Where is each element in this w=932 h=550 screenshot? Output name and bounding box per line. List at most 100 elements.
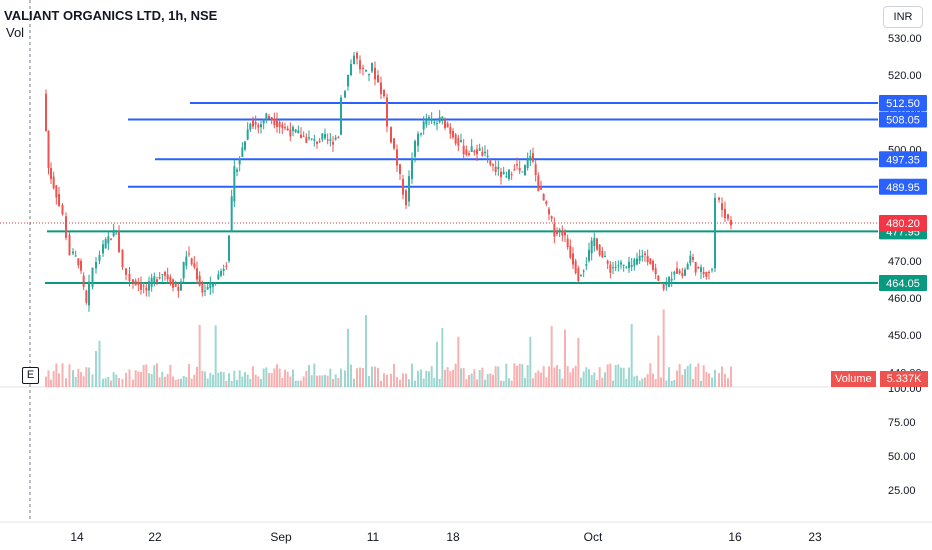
volume-bar: [132, 379, 134, 387]
currency-button[interactable]: INR: [883, 6, 923, 28]
volume-bar: [185, 376, 188, 387]
volume-bar: [692, 378, 694, 387]
candle-body: [399, 164, 401, 174]
volume-bar: [252, 366, 254, 387]
candle-body: [118, 231, 120, 252]
candle-body: [484, 151, 486, 154]
candle-body: [377, 75, 379, 83]
volume-bar: [236, 379, 238, 387]
level-price-tag-label: 489.95: [886, 182, 920, 194]
candle-body: [65, 216, 67, 238]
volume-bar: [609, 363, 612, 387]
candle-body: [332, 142, 334, 145]
volume-bar: [110, 380, 112, 387]
candle-body: [209, 282, 212, 289]
candle-body: [449, 127, 452, 134]
candle-body: [692, 257, 694, 260]
volume-bar: [257, 376, 260, 387]
volume-bar: [102, 378, 104, 387]
volume-bar: [708, 373, 710, 387]
volume-bar: [473, 369, 476, 387]
candle-body: [102, 244, 104, 254]
candle-body: [668, 277, 670, 287]
candle-body: [313, 139, 316, 141]
volume-bar: [438, 378, 441, 387]
candle-body: [115, 233, 118, 235]
volume-bar: [718, 373, 720, 387]
volume-bar: [50, 379, 52, 387]
volume-bar: [281, 377, 284, 387]
candle-body: [606, 260, 609, 264]
candle-body: [50, 168, 52, 180]
volume-bar: [150, 373, 153, 387]
time-axis-label: 22: [148, 530, 162, 544]
exchange-badge[interactable]: E: [22, 367, 39, 384]
candle-body: [371, 63, 373, 72]
time-axis-label: 11: [367, 530, 380, 544]
volume-bar: [628, 367, 630, 387]
volume-bar: [714, 369, 716, 387]
volume-bar: [457, 336, 460, 387]
candle-body: [473, 150, 476, 153]
candle-body: [374, 67, 376, 80]
volume-bar: [454, 363, 457, 387]
candle-body: [532, 153, 534, 162]
volume-bar: [371, 366, 373, 387]
candle-body: [196, 268, 198, 280]
candle-body: [390, 127, 392, 143]
volume-bar: [727, 378, 729, 387]
volume-bar: [588, 369, 590, 387]
volume-bar: [273, 368, 276, 387]
candle-body: [365, 69, 367, 72]
volume-bar: [604, 372, 606, 387]
volume-bar: [112, 372, 115, 387]
volume-bar: [644, 377, 646, 387]
volume-bar: [334, 374, 337, 387]
volume-bar: [204, 371, 206, 387]
volume-bar: [636, 375, 638, 387]
volume-bar: [494, 366, 497, 387]
candle-body: [52, 176, 55, 189]
volume-bar: [55, 363, 58, 387]
volume-bar: [193, 374, 196, 387]
candle-body: [107, 236, 110, 244]
candle-body: [145, 288, 148, 291]
candle-body: [513, 169, 516, 171]
volume-bar: [174, 379, 177, 387]
volume-bar: [556, 365, 558, 387]
candle-body: [569, 246, 572, 258]
level-price-tag: [879, 151, 927, 168]
volume-bar: [548, 366, 550, 387]
candle-body: [494, 166, 497, 172]
candle-body: [681, 273, 684, 277]
volume-bar: [518, 363, 521, 387]
candle-body: [204, 290, 206, 292]
volume-bar: [80, 372, 82, 387]
level-price-tag-label: 497.35: [886, 154, 920, 166]
volume-bar: [497, 366, 500, 387]
candle-body: [585, 264, 588, 266]
candle-body: [88, 281, 90, 306]
volume-bar: [420, 369, 422, 387]
candle-body: [340, 97, 342, 135]
volume-bar: [246, 374, 249, 387]
volume-bar: [532, 378, 534, 387]
candle-body: [526, 157, 529, 168]
volume-bar: [278, 368, 281, 387]
candle-body: [337, 137, 340, 139]
candle-body: [58, 194, 60, 206]
volume-bar: [393, 363, 395, 387]
volume-bar: [724, 374, 726, 387]
volume-bar: [550, 326, 553, 387]
candle-body: [286, 128, 289, 131]
level-price-tag-label: 508.05: [886, 115, 920, 127]
candle-body: [444, 119, 446, 128]
volume-bar: [486, 374, 489, 387]
volume-bar: [526, 365, 529, 387]
candle-body: [724, 208, 726, 219]
volume-bar: [705, 371, 708, 387]
candle-body: [198, 275, 201, 286]
candle-body: [47, 130, 50, 168]
candle-body: [254, 122, 257, 125]
